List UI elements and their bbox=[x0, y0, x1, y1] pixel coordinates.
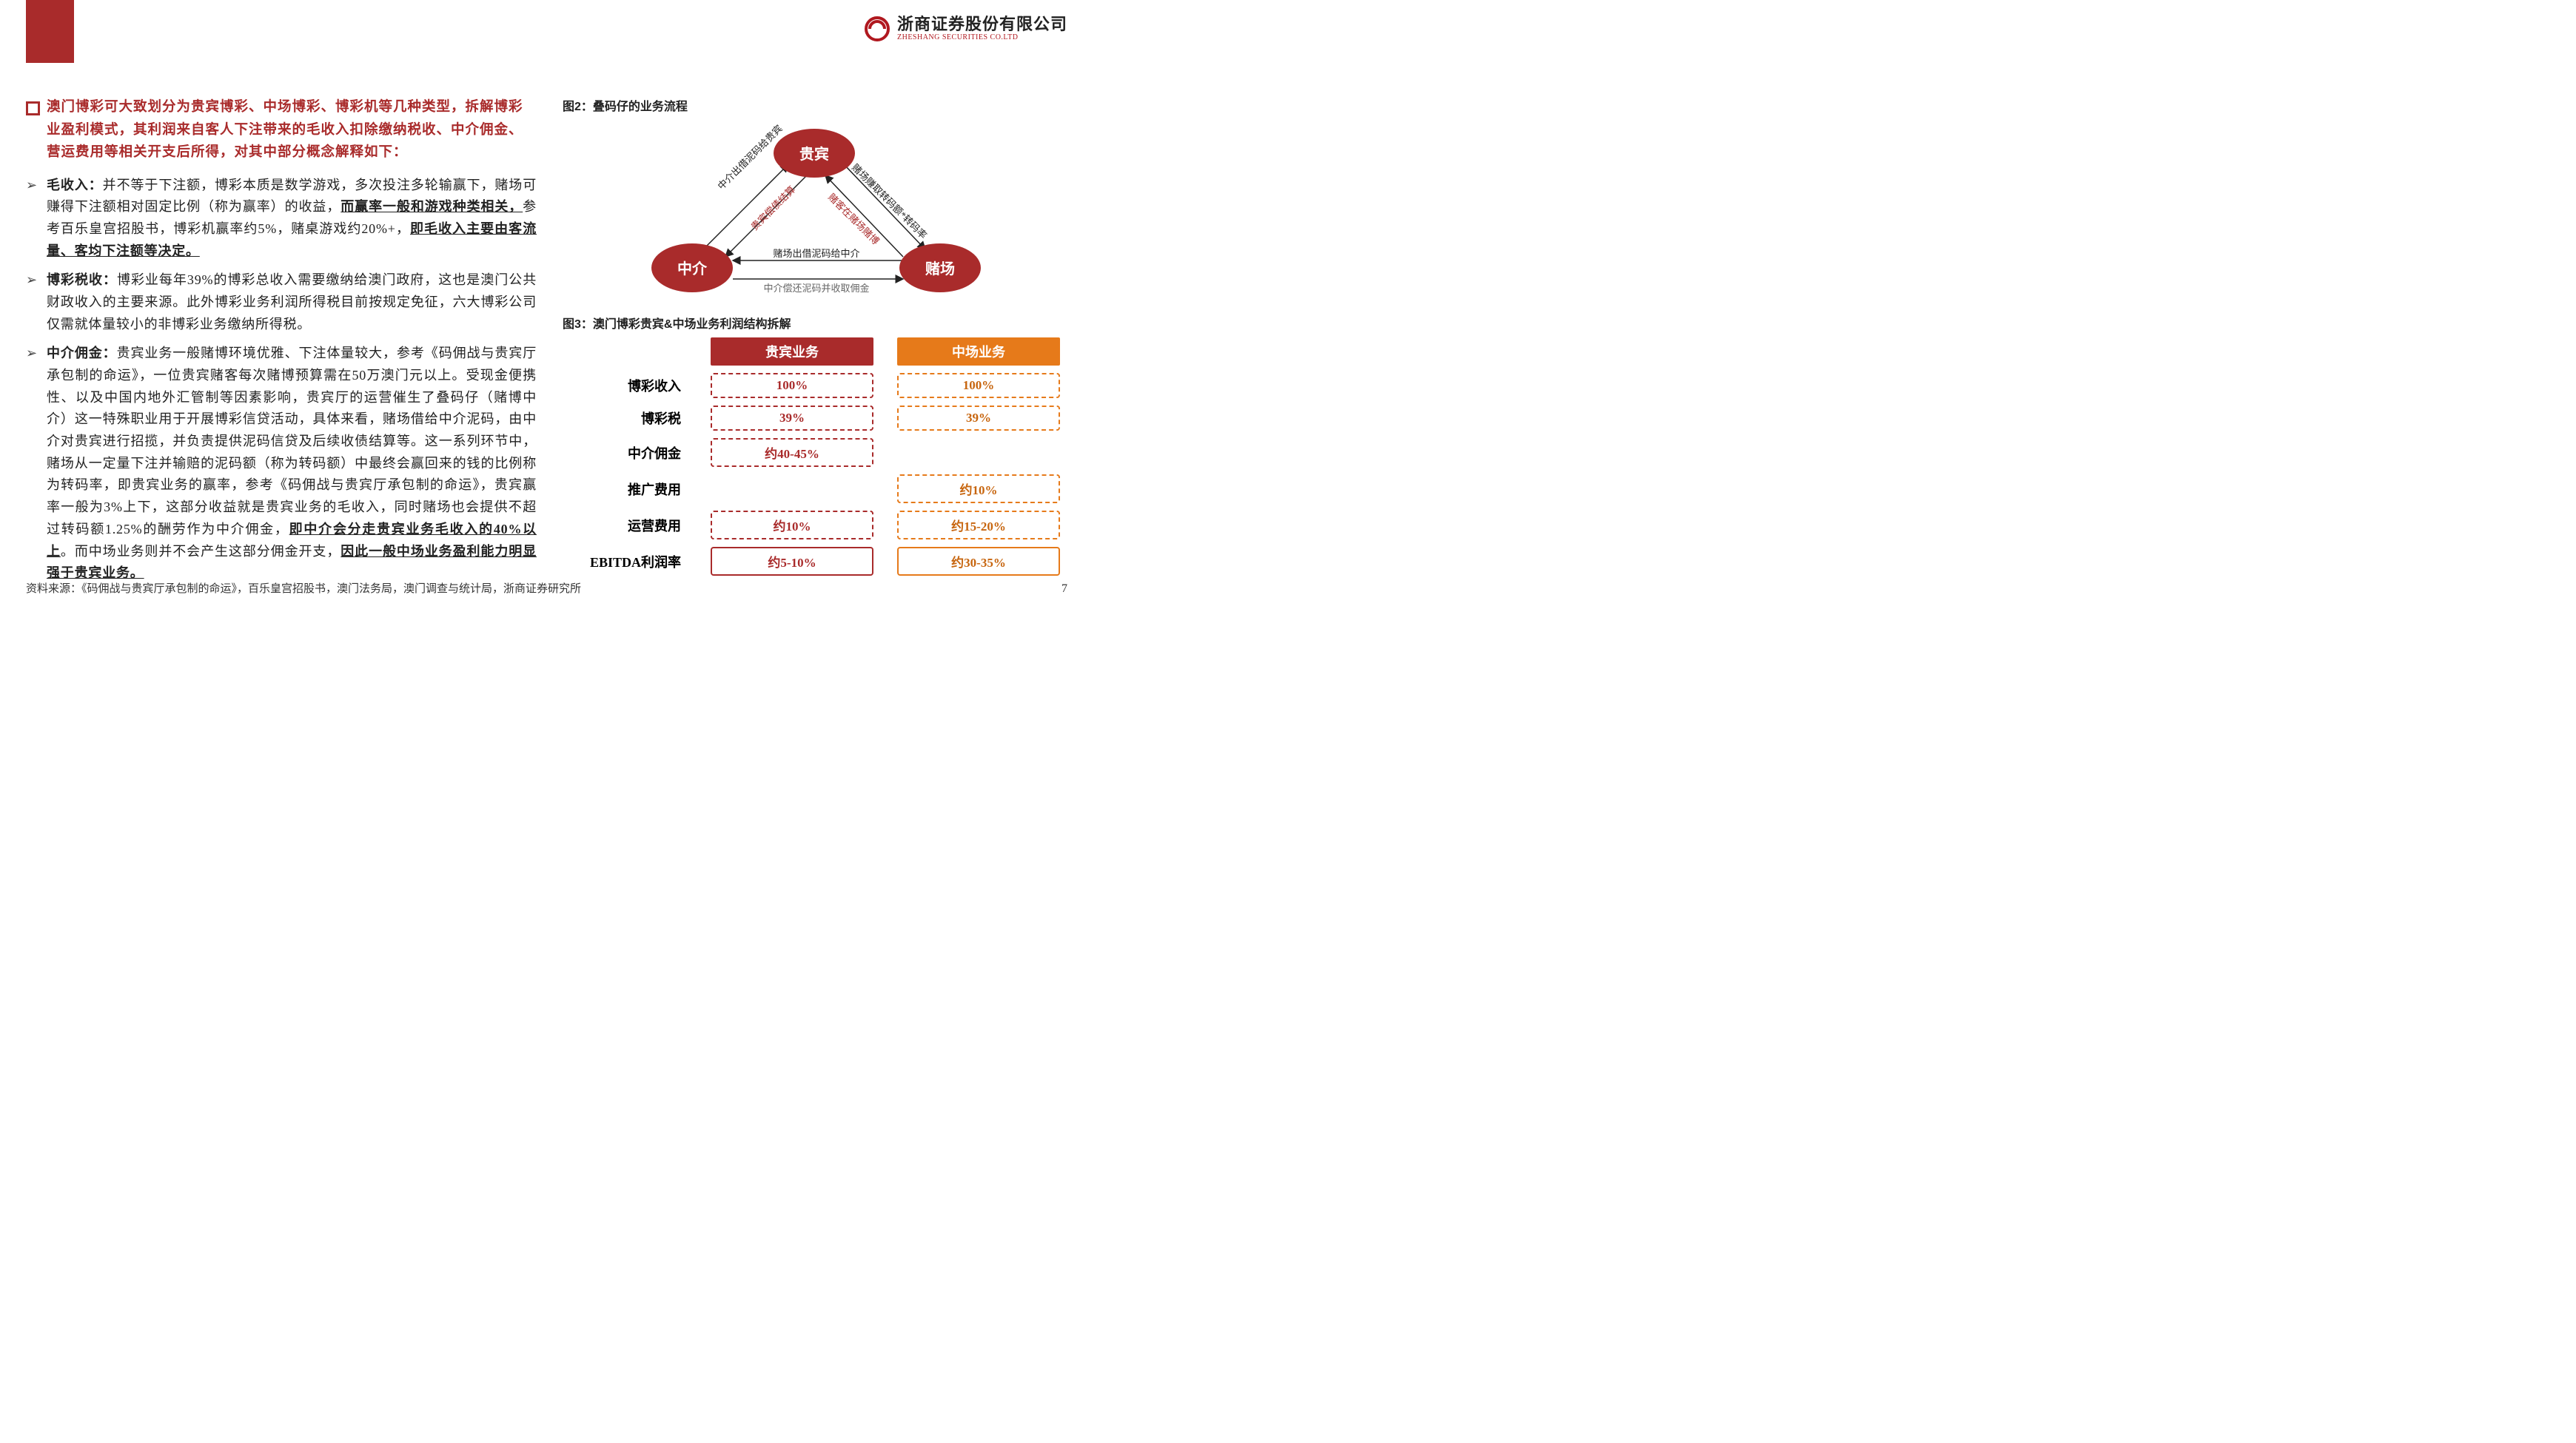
fig3-row-label: EBITDA利润率 bbox=[568, 552, 687, 571]
bullet-agent-commission: 中介佣金：贵宾业务一般赌博环境优雅、下注体量较大，参考《码佣战与贵宾厅承包制的命… bbox=[26, 343, 537, 585]
fig3-cell: 100% bbox=[711, 373, 873, 398]
fig3-row-label: 博彩税 bbox=[568, 408, 687, 428]
fig2-node-agent: 中介 bbox=[677, 260, 708, 278]
fig3-cell: 约40-45% bbox=[711, 438, 873, 467]
fig3-cell: 约5-10% bbox=[711, 547, 873, 576]
fig2-title: 图2：叠码仔的业务流程 bbox=[563, 96, 1066, 114]
bullet-head: 毛收入： bbox=[47, 178, 103, 192]
bullet-text: 博彩业每年39%的博彩总收入需要缴纳给澳门政府，这也是澳门公共财政收入的主要来源… bbox=[47, 272, 537, 331]
fig3-cell: 39% bbox=[711, 406, 873, 431]
bullet-underline: 而赢率一般和游戏种类相关， bbox=[341, 199, 523, 214]
source-line: 资料来源：《码佣战与贵宾厅承包制的命运》，百乐皇宫招股书，澳门法务局，澳门调查与… bbox=[26, 580, 581, 596]
fig3-row-label: 运营费用 bbox=[568, 516, 687, 535]
fig3-row-label: 中介佣金 bbox=[568, 443, 687, 462]
top-red-block bbox=[26, 0, 74, 63]
fig3-header-mass: 中场业务 bbox=[897, 337, 1060, 366]
fig3-cell: 约10% bbox=[897, 474, 1060, 503]
brand-logo-icon bbox=[865, 16, 890, 41]
fig3-cell: 约30-35% bbox=[897, 547, 1060, 576]
fig3-row-label: 推广费用 bbox=[568, 480, 687, 499]
bullet-head: 博彩税收： bbox=[47, 272, 117, 287]
page-number: 7 bbox=[1061, 582, 1067, 596]
fig2-edge-tl2: 贵宾偿债结算 bbox=[749, 184, 798, 232]
fig3-cell: 39% bbox=[897, 406, 1060, 431]
fig3-title: 图3：澳门博彩贵宾&中场业务利润结构拆解 bbox=[563, 314, 1066, 332]
fig3-header-vip: 贵宾业务 bbox=[711, 337, 873, 366]
brand-cn: 浙商证券股份有限公司 bbox=[897, 16, 1067, 33]
bullet-gross-income: 毛收入：并不等于下注额，博彩本质是数学游戏，多次投注多轮输赢下，赌场可赚得下注额… bbox=[26, 175, 537, 263]
fig2-edge-r1: 赌场出借泥码给中介 bbox=[773, 248, 859, 259]
fig2-diagram: 贵宾 中介 赌场 中介出借泥码给贵宾 贵宾偿债结算 赌场赚取转码额*转码率 赌客… bbox=[607, 120, 1022, 305]
fig2-edge-r2: 中介偿还泥码并收取佣金 bbox=[763, 283, 869, 294]
bullet-text: 。而中场业务则并不会产生这部分佣金开支， bbox=[61, 544, 341, 559]
fig2-node-vip: 贵宾 bbox=[799, 145, 829, 163]
brand: 浙商证券股份有限公司 ZHESHANG SECURITIES CO.LTD bbox=[865, 16, 1067, 41]
right-column: 图2：叠码仔的业务流程 贵宾 中介 赌场 bbox=[563, 96, 1066, 576]
fig2-edge-tr2: 赌客在赌场赌博 bbox=[826, 192, 882, 247]
intro-paragraph: 澳门博彩可大致划分为贵宾博彩、中场博彩、博彩机等几种类型，拆解博彩业盈利模式，其… bbox=[26, 96, 537, 164]
bullet-tax: 博彩税收：博彩业每年39%的博彩总收入需要缴纳给澳门政府，这也是澳门公共财政收入… bbox=[26, 269, 537, 335]
fig3-row-label: 博彩收入 bbox=[568, 376, 687, 395]
fig3-cell: 100% bbox=[897, 373, 1060, 398]
left-column: 澳门博彩可大致划分为贵宾博彩、中场博彩、博彩机等几种类型，拆解博彩业盈利模式，其… bbox=[26, 96, 537, 592]
fig3-cell: 约10% bbox=[711, 511, 873, 539]
bullet-head: 中介佣金： bbox=[47, 346, 117, 360]
brand-en: ZHESHANG SECURITIES CO.LTD bbox=[897, 34, 1067, 41]
bullet-text: 贵宾业务一般赌博环境优雅、下注体量较大，参考《码佣战与贵宾厅承包制的命运》，一位… bbox=[47, 346, 537, 536]
fig2-node-casino: 赌场 bbox=[925, 260, 955, 278]
fig3-table: 贵宾业务 中场业务 博彩收入 100% 100% 博彩税 39% 39% 中介佣… bbox=[563, 337, 1066, 576]
fig3-cell: 约15-20% bbox=[897, 511, 1060, 539]
